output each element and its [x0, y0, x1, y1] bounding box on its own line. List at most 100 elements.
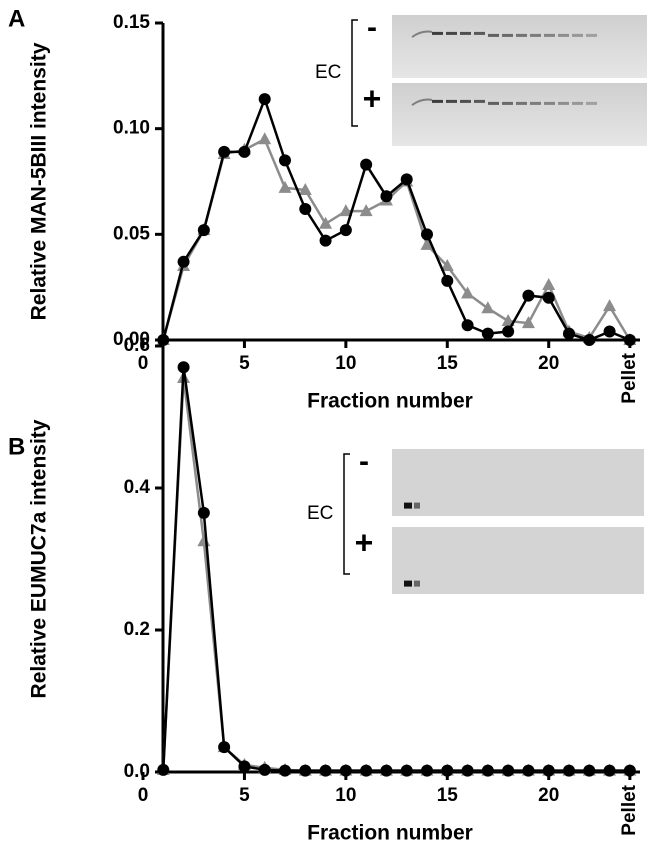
blot-band	[572, 33, 583, 37]
x-tick-label: 5	[239, 353, 250, 374]
marker	[481, 764, 494, 777]
marker	[380, 190, 393, 203]
marker	[218, 741, 231, 754]
panel-letter: B	[8, 433, 25, 460]
blot-image	[392, 83, 647, 146]
marker	[157, 763, 170, 776]
bracket	[351, 19, 358, 127]
marker	[563, 327, 575, 340]
marker	[238, 760, 251, 773]
x-tick-label: 15	[437, 353, 459, 374]
y-tick-label: 0.6	[124, 335, 150, 356]
inset-label: EC	[307, 503, 333, 524]
blot-smear	[411, 98, 433, 106]
blot-band	[432, 99, 443, 103]
marker	[623, 764, 636, 777]
marker	[258, 93, 271, 106]
marker	[583, 764, 596, 777]
blot-band	[572, 101, 583, 105]
inset-row-label: -	[359, 445, 369, 478]
blot-band	[530, 101, 541, 105]
y-tick-label: 0.00	[113, 329, 150, 350]
marker	[481, 301, 495, 314]
marker	[542, 291, 555, 304]
marker	[238, 145, 251, 158]
y-tick-label: 0.4	[124, 477, 151, 498]
x-tick-label: Pellet	[619, 784, 640, 835]
bracket	[343, 453, 350, 575]
inset-row-label: +	[363, 80, 382, 116]
panel-letter: A	[8, 5, 25, 32]
blot-band	[502, 101, 513, 105]
x-tick-label: 10	[335, 353, 356, 374]
marker	[339, 764, 352, 777]
blot-image	[392, 527, 644, 594]
blot-band	[446, 31, 457, 35]
blot-band	[414, 502, 420, 509]
marker	[522, 764, 535, 777]
blot-band	[488, 101, 499, 105]
y-tick-label: 0.05	[113, 223, 150, 244]
blot-band	[446, 99, 457, 103]
y-tick-label: 0.15	[113, 12, 150, 33]
x-tick-label: Pellet	[619, 352, 640, 403]
blot-band	[516, 33, 527, 37]
marker	[177, 361, 190, 374]
marker	[258, 132, 272, 145]
marker	[400, 173, 413, 186]
blot-band	[474, 31, 485, 35]
x-tick-label: 5	[239, 785, 250, 806]
marker	[421, 764, 433, 777]
inset-label: EC	[315, 62, 341, 83]
marker	[339, 224, 352, 237]
x-tick-label: 20	[538, 353, 559, 374]
blot-band	[586, 101, 597, 105]
marker	[319, 216, 333, 229]
x-tick-label: 0	[138, 353, 149, 374]
marker	[380, 764, 393, 777]
marker	[461, 286, 475, 299]
marker	[339, 204, 353, 217]
marker	[218, 145, 231, 158]
blot-image	[392, 449, 644, 516]
blot-band	[414, 580, 420, 587]
marker	[440, 259, 454, 272]
blot-band	[404, 502, 412, 509]
marker	[603, 299, 617, 312]
marker	[298, 182, 312, 195]
blot-band	[544, 101, 555, 105]
marker	[278, 180, 292, 193]
marker	[461, 319, 474, 332]
blot-band	[474, 99, 485, 103]
marker	[197, 224, 210, 237]
inset-row-label: -	[367, 11, 377, 44]
blot-band	[502, 33, 513, 37]
marker	[603, 325, 616, 338]
marker	[522, 289, 535, 302]
x-tick-label: 0	[138, 785, 149, 806]
marker	[542, 278, 556, 291]
y-tick-label: 0.0	[124, 761, 150, 782]
marker	[501, 313, 515, 326]
blot-band	[460, 31, 471, 35]
blot-band	[516, 101, 527, 105]
marker	[157, 334, 170, 346]
marker	[461, 764, 474, 777]
marker	[583, 334, 596, 346]
x-tick-label: 20	[538, 785, 559, 806]
marker	[197, 534, 211, 547]
marker	[359, 204, 373, 217]
marker	[502, 325, 515, 338]
marker	[542, 764, 555, 777]
marker	[360, 764, 373, 777]
marker	[603, 764, 616, 777]
blot-band	[586, 33, 597, 37]
x-tick-label: 10	[335, 785, 356, 806]
marker	[360, 158, 373, 171]
blot-band	[544, 33, 555, 37]
x-axis-label: Fraction number	[307, 822, 473, 845]
marker	[299, 764, 312, 777]
marker	[441, 274, 454, 287]
marker	[279, 764, 291, 777]
marker	[481, 327, 494, 340]
